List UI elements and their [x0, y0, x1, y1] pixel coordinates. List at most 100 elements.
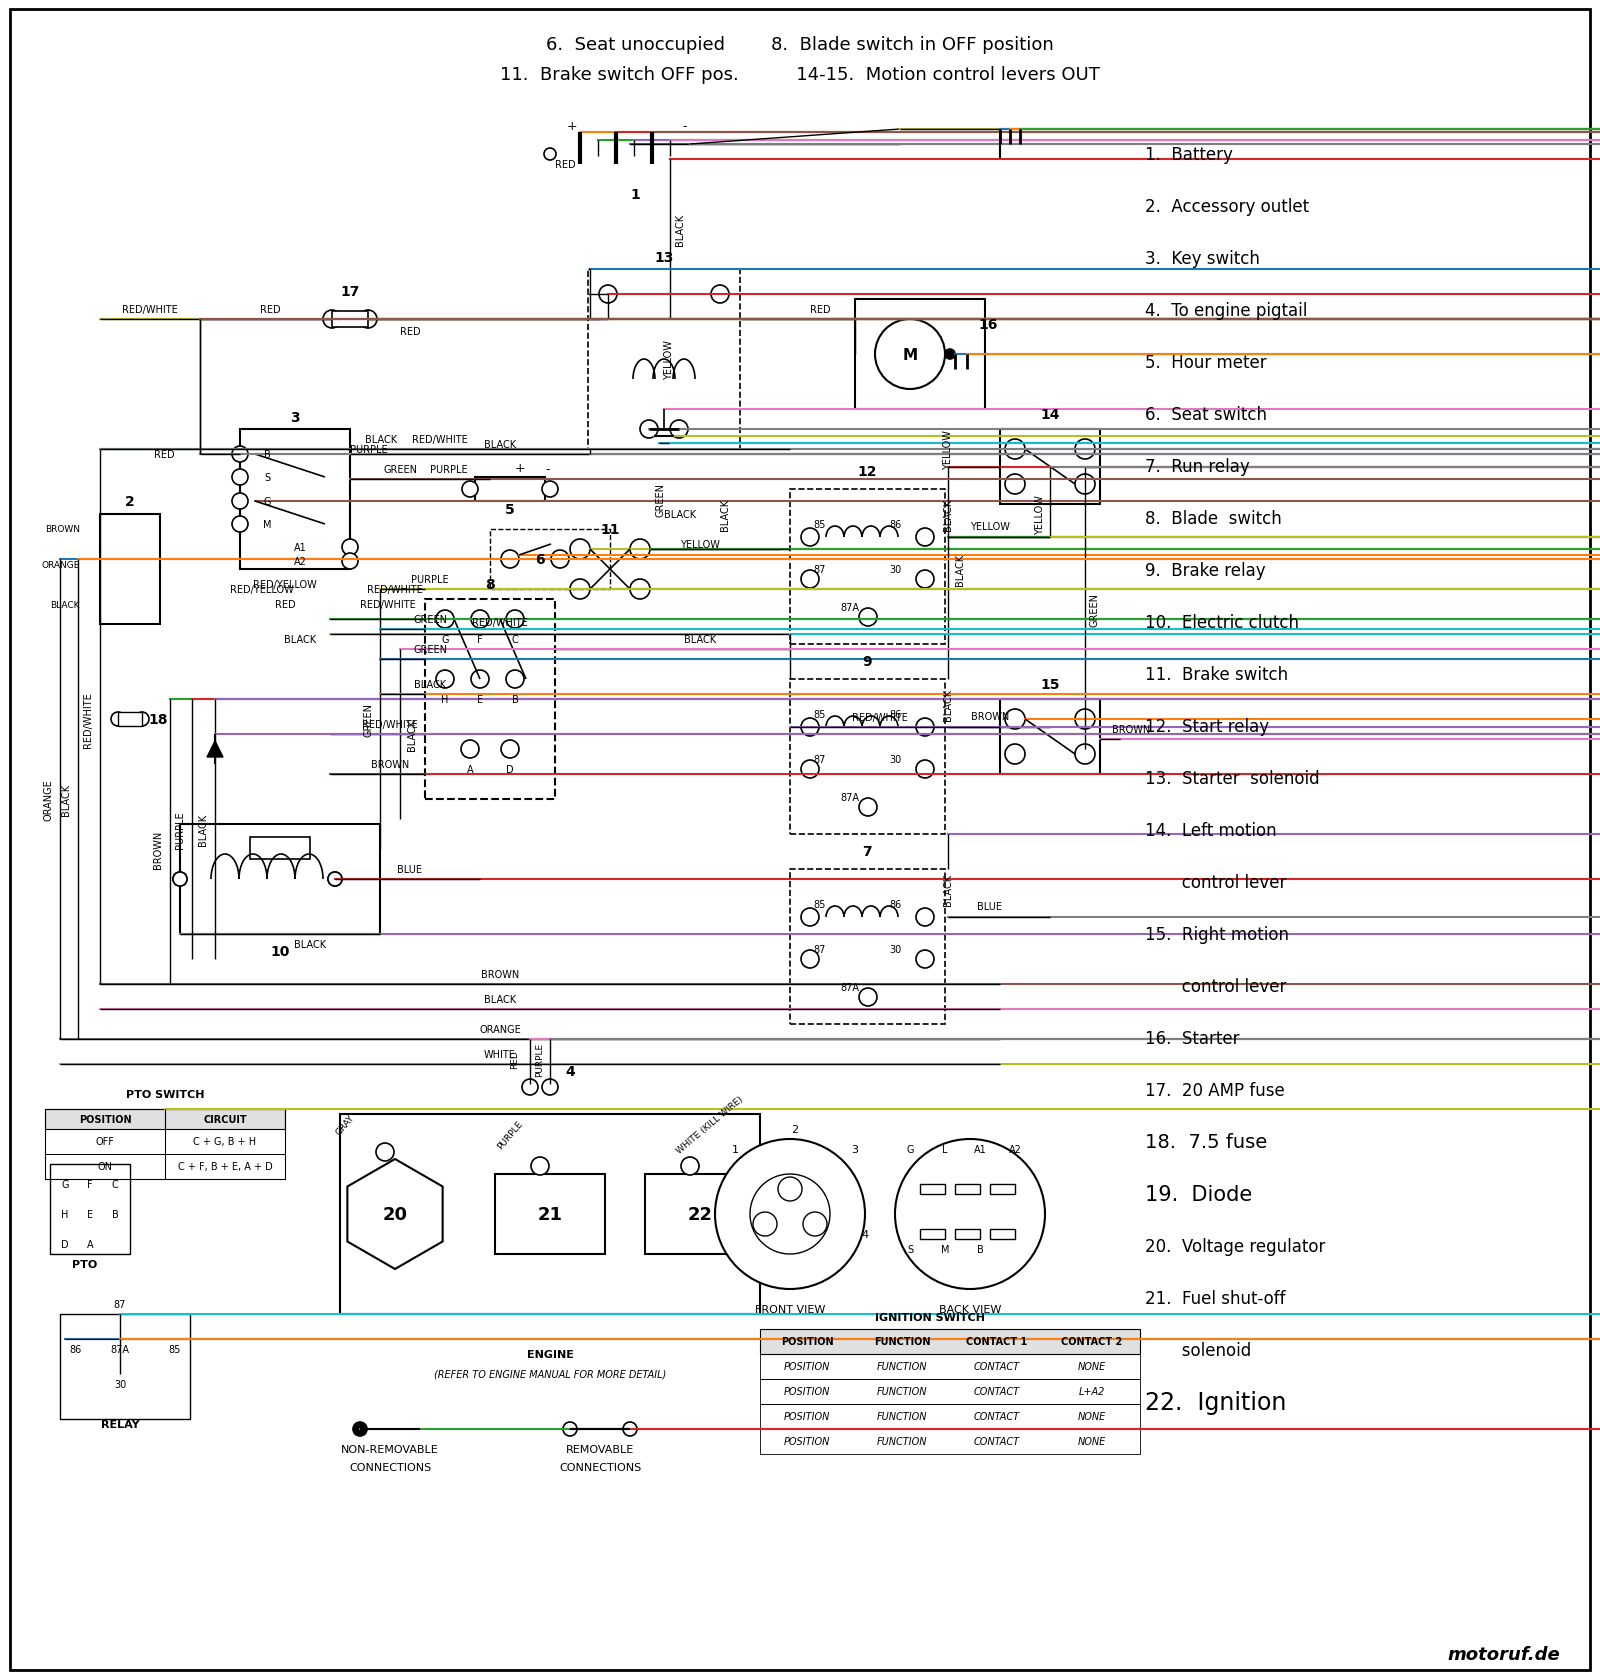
Circle shape	[670, 420, 688, 438]
Text: 21: 21	[538, 1205, 563, 1223]
Text: C: C	[512, 635, 518, 645]
Circle shape	[803, 1213, 827, 1236]
Text: GREEN: GREEN	[382, 465, 418, 475]
Text: POSITION: POSITION	[784, 1436, 830, 1446]
Text: G: G	[61, 1179, 69, 1189]
Bar	[333, 312, 368, 328]
Circle shape	[859, 988, 877, 1006]
Text: PTO: PTO	[72, 1260, 98, 1270]
Text: 14: 14	[1040, 408, 1059, 422]
Circle shape	[754, 1213, 778, 1236]
Text: IGNITION SWITCH: IGNITION SWITCH	[875, 1312, 986, 1322]
Text: motoruf.de: motoruf.de	[1448, 1645, 1560, 1663]
Text: 21.  Fuel shut-off: 21. Fuel shut-off	[1146, 1289, 1285, 1307]
Text: A: A	[86, 1240, 93, 1250]
Text: 30: 30	[890, 944, 901, 954]
Circle shape	[802, 719, 819, 736]
Text: 9.  Brake relay: 9. Brake relay	[1146, 561, 1266, 580]
Circle shape	[859, 798, 877, 816]
Text: NONE: NONE	[1078, 1361, 1106, 1371]
Text: ORANGE: ORANGE	[43, 778, 53, 820]
Text: GREEN: GREEN	[1090, 593, 1101, 627]
Circle shape	[110, 712, 125, 726]
Text: RED: RED	[154, 450, 174, 460]
Circle shape	[470, 610, 490, 628]
Circle shape	[1075, 475, 1094, 494]
Text: 16: 16	[978, 318, 998, 333]
Bar	[45, 1129, 285, 1154]
Text: 17: 17	[341, 286, 360, 299]
Text: H: H	[61, 1210, 69, 1220]
Text: control lever: control lever	[1146, 874, 1286, 892]
Text: A: A	[467, 764, 474, 774]
Text: ORANGE: ORANGE	[478, 1025, 522, 1035]
Text: 15: 15	[1040, 677, 1059, 692]
Text: M: M	[262, 519, 272, 529]
Text: 7: 7	[862, 845, 872, 858]
Circle shape	[506, 670, 525, 689]
Text: BROWN: BROWN	[971, 712, 1010, 722]
Text: FUNCTION: FUNCTION	[877, 1386, 928, 1396]
Text: 13: 13	[654, 250, 674, 265]
Circle shape	[894, 1139, 1045, 1289]
Text: CONTACT: CONTACT	[974, 1436, 1021, 1446]
Text: RED: RED	[275, 600, 296, 610]
Text: 87A: 87A	[110, 1344, 130, 1354]
Circle shape	[1075, 440, 1094, 460]
Circle shape	[915, 529, 934, 546]
Text: 87: 87	[114, 1299, 126, 1309]
Text: C: C	[112, 1179, 118, 1189]
Text: 10.  Electric clutch: 10. Electric clutch	[1146, 613, 1299, 632]
Circle shape	[232, 517, 248, 533]
Text: FUNCTION: FUNCTION	[874, 1336, 930, 1346]
Text: L: L	[942, 1144, 947, 1154]
Text: G: G	[264, 497, 270, 507]
Text: PURPLE: PURPLE	[174, 811, 186, 848]
Text: 1.  Battery: 1. Battery	[1146, 146, 1234, 165]
Bar	[790, 870, 946, 1025]
Text: GREEN: GREEN	[413, 645, 446, 655]
Text: POSITION: POSITION	[781, 1336, 834, 1346]
Text: A1: A1	[294, 543, 306, 553]
Circle shape	[802, 571, 819, 588]
Text: CONTACT 1: CONTACT 1	[966, 1336, 1027, 1346]
Text: RED/YELLOW: RED/YELLOW	[230, 585, 294, 595]
Circle shape	[328, 872, 342, 887]
Circle shape	[134, 712, 149, 726]
Circle shape	[342, 554, 358, 570]
Text: BLACK: BLACK	[675, 213, 685, 245]
Text: FUNCTION: FUNCTION	[877, 1361, 928, 1371]
Text: CONNECTIONS: CONNECTIONS	[558, 1462, 642, 1472]
Text: RED/WHITE: RED/WHITE	[472, 618, 528, 628]
Text: L+A2: L+A2	[1078, 1386, 1106, 1396]
Bar	[955, 1184, 979, 1194]
Text: PURPLE: PURPLE	[536, 1042, 544, 1077]
Circle shape	[462, 482, 478, 497]
Text: 30: 30	[114, 1379, 126, 1389]
Bar	[339, 1114, 760, 1314]
Circle shape	[501, 551, 518, 568]
Text: RED: RED	[259, 304, 280, 314]
Text: PURPLE: PURPLE	[411, 575, 450, 585]
Text: +: +	[515, 462, 525, 474]
Text: H: H	[442, 694, 448, 704]
Text: 86: 86	[890, 899, 901, 909]
Bar	[790, 489, 946, 645]
Text: BLACK: BLACK	[942, 874, 954, 906]
Text: 4.  To engine pigtail: 4. To engine pigtail	[1146, 302, 1307, 319]
Circle shape	[1005, 709, 1026, 729]
Bar	[45, 1109, 285, 1129]
Text: M: M	[902, 348, 917, 363]
Text: 2.  Accessory outlet: 2. Accessory outlet	[1146, 198, 1309, 215]
Circle shape	[802, 909, 819, 926]
Text: 7.  Run relay: 7. Run relay	[1146, 457, 1250, 475]
Text: 15.  Right motion: 15. Right motion	[1146, 926, 1290, 944]
Circle shape	[376, 1144, 394, 1161]
Circle shape	[630, 580, 650, 600]
Circle shape	[915, 909, 934, 926]
Circle shape	[875, 319, 946, 390]
Text: 85: 85	[814, 899, 826, 909]
Text: 22.  Ignition: 22. Ignition	[1146, 1389, 1286, 1415]
Bar	[760, 1430, 1139, 1455]
Text: 6.  Seat unoccupied        8.  Blade switch in OFF position: 6. Seat unoccupied 8. Blade switch in OF…	[546, 35, 1054, 54]
